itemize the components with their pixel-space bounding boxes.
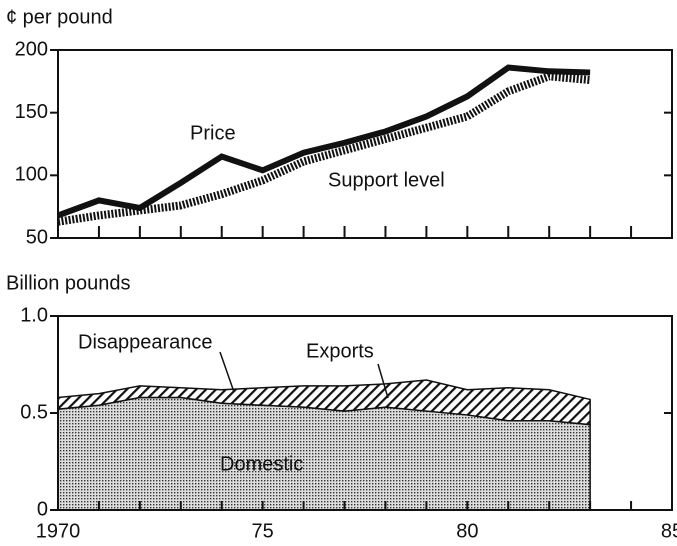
series-label: Exports: [306, 340, 374, 362]
series-label: Domestic: [220, 453, 303, 475]
y-axis-title: ¢ per pound: [6, 6, 113, 28]
y-axis-title: Billion pounds: [6, 272, 131, 294]
y-tick-label: 0.5: [20, 401, 48, 423]
annotation: Disappearance: [78, 331, 213, 353]
leader-line: [377, 363, 389, 399]
x-tick-label: 1970: [36, 520, 81, 542]
y-tick-label: 200: [15, 38, 48, 60]
series-label: Price: [190, 122, 236, 144]
support-line: [57, 72, 591, 226]
x-tick-label: 75: [252, 520, 274, 542]
plot-frame: [57, 49, 673, 239]
y-tick-label: 150: [15, 101, 48, 123]
y-tick-label: 0: [37, 498, 48, 520]
y-tick-label: 1.0: [20, 304, 48, 326]
series-label: Support level: [328, 169, 445, 191]
exports-area: [57, 379, 591, 426]
y-tick-label: 100: [15, 164, 48, 186]
leader-line: [219, 351, 235, 393]
x-tick-label: 80: [456, 520, 478, 542]
y-tick-label: 50: [26, 226, 48, 248]
x-tick-label: 85: [661, 520, 677, 542]
price-line: [56, 64, 591, 219]
